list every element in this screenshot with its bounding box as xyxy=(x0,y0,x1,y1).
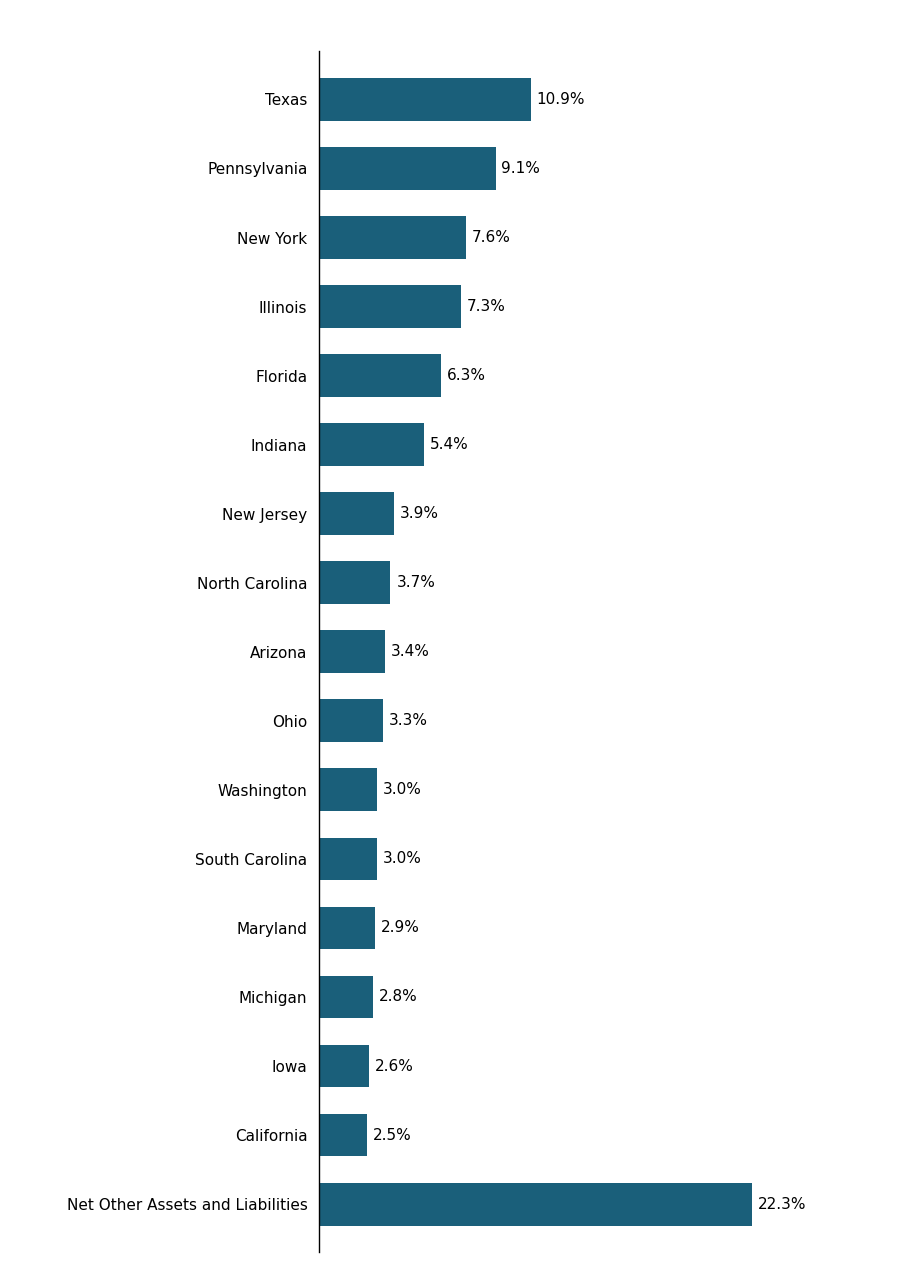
Text: 3.4%: 3.4% xyxy=(390,644,430,659)
Bar xyxy=(318,906,375,950)
Text: 2.6%: 2.6% xyxy=(375,1058,414,1074)
Text: 5.4%: 5.4% xyxy=(430,437,468,452)
Text: 3.9%: 3.9% xyxy=(400,506,440,521)
Text: 9.1%: 9.1% xyxy=(501,161,541,176)
Text: 2.9%: 2.9% xyxy=(380,920,420,935)
Text: 7.6%: 7.6% xyxy=(472,230,511,245)
Text: 7.3%: 7.3% xyxy=(466,299,505,314)
Text: 10.9%: 10.9% xyxy=(536,92,585,107)
Bar xyxy=(318,630,385,674)
Text: 3.3%: 3.3% xyxy=(389,713,428,728)
Text: 3.0%: 3.0% xyxy=(383,851,421,866)
Bar xyxy=(318,78,531,121)
Bar xyxy=(318,423,423,466)
Bar xyxy=(318,285,460,328)
Bar xyxy=(318,699,383,743)
Bar xyxy=(318,837,377,881)
Bar xyxy=(318,561,390,604)
Text: 6.3%: 6.3% xyxy=(447,368,486,383)
Bar xyxy=(318,1044,369,1088)
Bar xyxy=(318,1113,367,1157)
Bar xyxy=(318,147,496,190)
Bar xyxy=(318,1182,753,1226)
Text: 2.5%: 2.5% xyxy=(373,1127,411,1143)
Bar xyxy=(318,492,394,535)
Text: 22.3%: 22.3% xyxy=(758,1196,806,1212)
Bar xyxy=(318,216,466,259)
Bar xyxy=(318,975,373,1019)
Text: 3.0%: 3.0% xyxy=(383,782,421,797)
Text: 3.7%: 3.7% xyxy=(397,575,435,590)
Bar xyxy=(318,768,377,812)
Text: 2.8%: 2.8% xyxy=(379,989,418,1005)
Bar xyxy=(318,354,441,397)
